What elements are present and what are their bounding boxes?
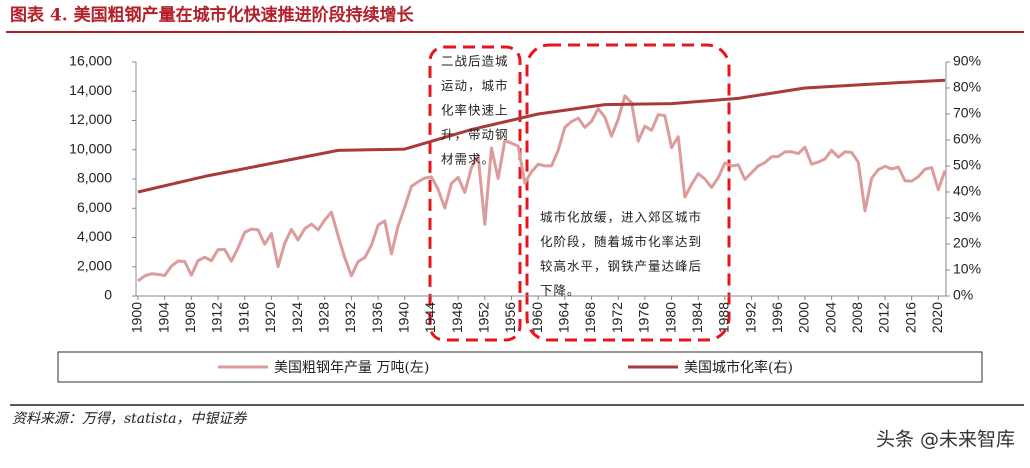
x-tick-label: 1976 [636, 302, 652, 333]
source: 资料来源：万得，statista，中银证券 [12, 411, 247, 427]
x-tick-label: 2004 [822, 302, 838, 333]
series-line [137, 78, 946, 194]
y2-tick-label: 50% [953, 157, 981, 173]
x-tick-label: 1972 [609, 302, 625, 333]
y-tick-label: 0 [104, 287, 112, 303]
x-tick-label: 1916 [235, 302, 251, 333]
annotation-text: 运动，城市 [441, 78, 509, 93]
x-tick-label: 2000 [796, 302, 812, 333]
y2-tick-label: 90% [953, 53, 981, 69]
y2-tick-label: 20% [953, 235, 981, 251]
annotation-text: 化阶段，随着城市化率达到 [540, 234, 702, 249]
y-tick-label: 4,000 [77, 228, 112, 244]
y2-tick-label: 10% [953, 261, 981, 277]
y2-tick-label: 0% [953, 287, 973, 303]
y-tick-label: 16,000 [69, 53, 112, 69]
x-tick-label: 1968 [582, 302, 598, 333]
watermark: 头条 @未来智库 [876, 429, 1015, 451]
legend-box [57, 351, 983, 383]
y-tick-label: 6,000 [77, 199, 112, 215]
annotation-text: 化率快速上 [441, 103, 509, 118]
x-tick-label: 1912 [209, 302, 225, 333]
x-tick-label: 1928 [315, 302, 331, 333]
y2-tick-label: 80% [953, 79, 981, 95]
x-tick-label: 2012 [876, 302, 892, 333]
x-tick-label: 1960 [529, 302, 545, 333]
y2-tick-label: 70% [953, 105, 981, 121]
x-tick-label: 1936 [369, 302, 385, 333]
y-tick-label: 10,000 [69, 140, 112, 156]
annotation-text: 城市化放缓，进入郊区城市 [540, 210, 702, 225]
y-tick-label: 2,000 [77, 257, 112, 273]
x-tick-label: 1948 [449, 302, 465, 333]
x-tick-label: 1952 [476, 302, 492, 333]
highlight-box [428, 45, 522, 342]
x-tick-label: 1988 [716, 302, 732, 333]
y2-tick-label: 60% [953, 131, 981, 147]
y-tick-label: 12,000 [69, 111, 112, 127]
y-tick-label: 8,000 [77, 170, 112, 186]
x-tick-label: 1924 [289, 302, 305, 333]
x-tick-label: 1900 [129, 302, 145, 333]
highlight-box [525, 43, 731, 342]
x-tick-label: 2008 [849, 302, 865, 333]
y2-tick-label: 30% [953, 209, 981, 225]
x-tick-label: 1964 [556, 302, 572, 333]
x-tick-label: 1944 [422, 302, 438, 333]
legend-label: 美国粗钢年产量 万吨(左) [274, 360, 429, 376]
annotation-text: 材需求。 [441, 152, 495, 167]
annotation-text: 较高水平，钢铁产量达峰后 [540, 259, 702, 274]
x-tick-label: 1996 [769, 302, 785, 333]
x-tick-label: 1992 [742, 302, 758, 333]
x-tick-label: 2020 [929, 302, 945, 333]
x-tick-label: 1984 [689, 302, 705, 333]
annotation-text: 下降。 [540, 283, 581, 298]
x-tick-label: 1932 [342, 302, 358, 333]
x-tick-label: 1940 [395, 302, 411, 333]
x-tick-label: 1980 [662, 302, 678, 333]
series-line [137, 94, 947, 283]
x-tick-label: 2016 [902, 302, 918, 333]
legend-label: 美国城市化率(右) [684, 359, 793, 376]
y2-tick-label: 40% [953, 183, 981, 199]
annotation-text: 升，带动钢 [441, 127, 509, 142]
x-tick-label: 1908 [182, 302, 198, 333]
y-tick-label: 14,000 [69, 82, 112, 98]
x-tick-label: 1956 [502, 302, 518, 333]
chart-title: 图表 4. 美国粗钢产量在城市化快速推进阶段持续增长 [10, 5, 415, 26]
x-tick-label: 1920 [262, 302, 278, 333]
annotation-text: 二战后造城 [441, 54, 509, 69]
x-tick-label: 1904 [155, 302, 171, 333]
